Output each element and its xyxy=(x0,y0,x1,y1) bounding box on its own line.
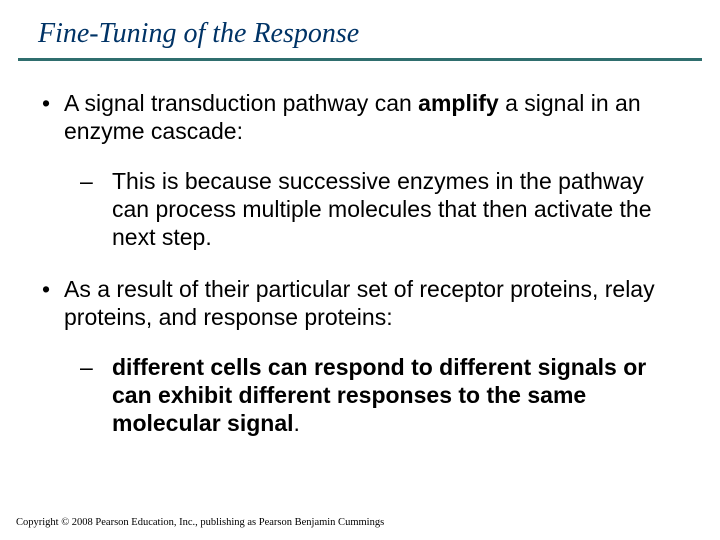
text-run: . xyxy=(294,410,300,436)
bullet-dash: – xyxy=(80,167,112,251)
text-run: A signal transduction pathway can xyxy=(64,90,418,116)
bullet-dot: • xyxy=(40,275,64,331)
bullet-level1: • A signal transduction pathway can ampl… xyxy=(40,89,680,145)
bullet-dash: – xyxy=(80,353,112,437)
bullet-level2: – different cells can respond to differe… xyxy=(80,353,680,437)
copyright-text: Copyright © 2008 Pearson Education, Inc.… xyxy=(16,517,384,528)
bullet-text: This is because successive enzymes in th… xyxy=(112,167,680,251)
bullet-level1: • As a result of their particular set of… xyxy=(40,275,680,331)
bullet-text: different cells can respond to different… xyxy=(112,353,680,437)
bullet-text: As a result of their particular set of r… xyxy=(64,275,680,331)
text-bold: amplify xyxy=(418,90,499,116)
slide-title: Fine-Tuning of the Response xyxy=(0,0,720,58)
slide-body: • A signal transduction pathway can ampl… xyxy=(0,61,720,437)
bullet-level2: – This is because successive enzymes in … xyxy=(80,167,680,251)
bullet-dot: • xyxy=(40,89,64,145)
text-bold: different cells can respond to different… xyxy=(112,354,646,436)
bullet-text: A signal transduction pathway can amplif… xyxy=(64,89,680,145)
